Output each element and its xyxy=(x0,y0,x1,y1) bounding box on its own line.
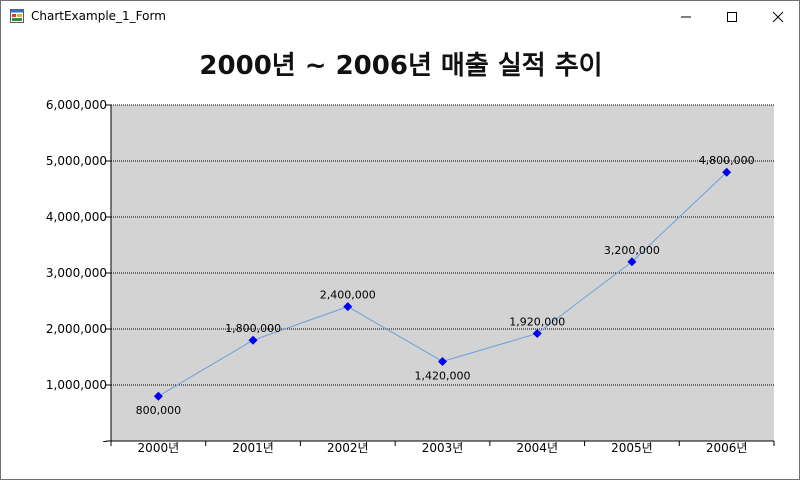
data-point xyxy=(343,302,353,312)
data-label: 3,200,000 xyxy=(604,244,660,257)
y-tick-label: - xyxy=(103,434,107,448)
x-tick-label: 2006년 xyxy=(706,441,748,455)
data-label: 800,000 xyxy=(136,404,182,417)
maximize-button[interactable] xyxy=(709,1,755,32)
data-point xyxy=(153,391,163,401)
chart-title: 2000년 ~ 2006년 매출 실적 추이 xyxy=(199,51,603,81)
x-tick-label: 2003년 xyxy=(422,441,464,455)
data-label: 1,920,000 xyxy=(509,315,565,328)
minimize-button[interactable] xyxy=(663,1,709,32)
winforms-app-icon xyxy=(10,9,24,23)
plot-background xyxy=(111,105,774,441)
data-label: 4,800,000 xyxy=(699,154,755,167)
data-label: 1,420,000 xyxy=(415,369,471,382)
title-bar[interactable]: ChartExample_1_Form xyxy=(1,1,799,32)
window-title: ChartExample_1_Form xyxy=(31,9,166,23)
x-tick-label: 2000년 xyxy=(138,441,180,455)
data-point xyxy=(248,335,258,345)
data-label: 1,800,000 xyxy=(225,322,281,335)
x-tick-label: 2001년 xyxy=(232,441,274,455)
data-point xyxy=(627,257,637,267)
y-tick-label: 5,000,000 xyxy=(46,154,107,168)
y-tick-label: 4,000,000 xyxy=(46,210,107,224)
data-point xyxy=(722,167,732,177)
data-point xyxy=(532,328,542,338)
close-button[interactable] xyxy=(755,1,800,32)
x-tick-label: 2004년 xyxy=(516,441,558,455)
y-tick-label: 1,000,000 xyxy=(46,378,107,392)
y-tick-label: 3,000,000 xyxy=(46,266,107,280)
data-point xyxy=(438,356,447,366)
close-icon xyxy=(772,11,784,23)
y-tick-label: 6,000,000 xyxy=(46,98,107,112)
x-tick-label: 2005년 xyxy=(611,441,653,455)
maximize-icon xyxy=(727,12,737,22)
x-tick-label: 2002년 xyxy=(327,441,369,455)
y-tick-label: 2,000,000 xyxy=(46,322,107,336)
series-line xyxy=(158,171,727,397)
minimize-icon xyxy=(681,16,691,18)
data-label: 2,400,000 xyxy=(320,289,376,302)
